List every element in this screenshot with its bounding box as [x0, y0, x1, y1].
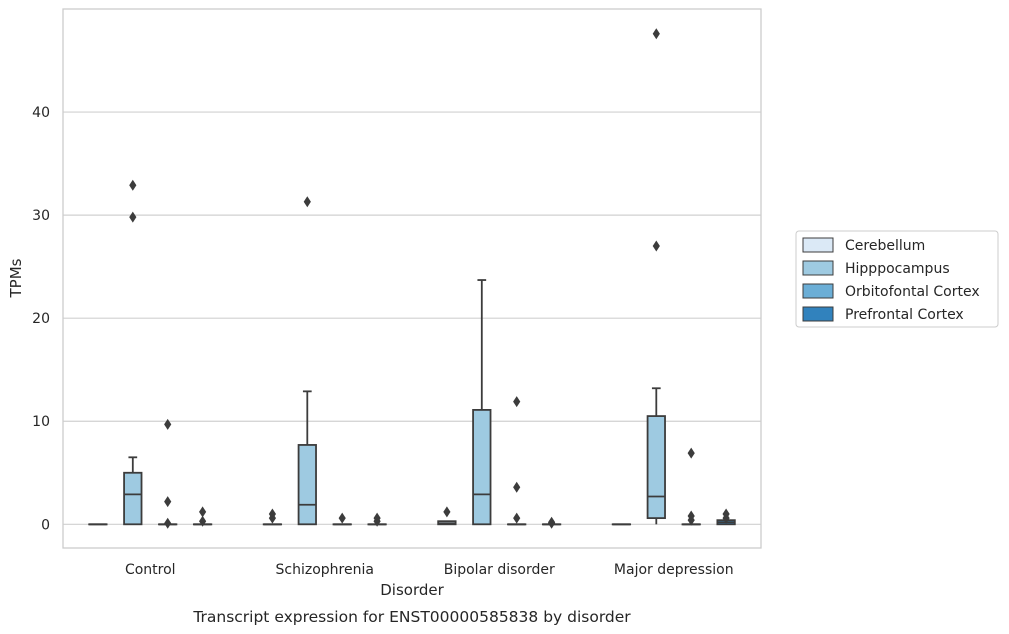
- outlier-point: [268, 508, 276, 520]
- outlier-point: [652, 28, 660, 40]
- y-tick-label: 30: [32, 208, 50, 224]
- outlier-point: [443, 506, 451, 518]
- outlier-point: [513, 396, 521, 408]
- legend: Cerebellum Hipppocampus Orbitofontal Corte…: [795, 230, 999, 328]
- outlier-point: [199, 506, 207, 518]
- legend-swatch: [802, 260, 834, 276]
- outlier-point: [129, 179, 137, 191]
- x-tick-label: Bipolar disorder: [444, 562, 555, 578]
- legend-swatch: [802, 306, 834, 322]
- y-tick-label: 20: [32, 311, 50, 327]
- box: [123, 471, 143, 526]
- outlier-point: [687, 510, 695, 522]
- x-tick-label: Control: [125, 562, 176, 578]
- box: [297, 444, 317, 526]
- y-tick-label: 40: [32, 105, 50, 121]
- outlier-point: [199, 515, 207, 527]
- box: [472, 409, 492, 526]
- outlier-point: [164, 496, 172, 508]
- x-tick-labels: Control Schizophrenia Bipolar disorder Majo…: [125, 562, 734, 578]
- y-tick-label: 10: [32, 414, 50, 430]
- legend-label: Orbitofontal Cortex: [845, 284, 980, 300]
- gridlines: [63, 111, 761, 525]
- legend-frame: [795, 230, 999, 328]
- outlier-point: [373, 512, 381, 524]
- box-series: [88, 28, 736, 529]
- y-tick-labels: 0 10 20 30 40: [32, 105, 50, 533]
- x-tick-label: Schizophrenia: [276, 562, 374, 578]
- y-tick-label: 0: [41, 517, 50, 533]
- outlier-point: [164, 418, 172, 430]
- outlier-point: [722, 508, 730, 520]
- chart-caption: Transcript expression for ENST0000058583…: [192, 608, 631, 626]
- outlier-point: [513, 512, 521, 524]
- outlier-point: [687, 447, 695, 459]
- outlier-point: [338, 512, 346, 524]
- legend-label: Hipppocampus: [845, 261, 950, 277]
- x-tick-label: Major depression: [614, 562, 734, 578]
- y-axis-label: TPMs: [7, 258, 25, 298]
- plot-frame: [62, 8, 762, 549]
- legend-label: Cerebellum: [845, 238, 925, 254]
- outlier-point: [513, 481, 521, 493]
- box: [646, 415, 666, 520]
- outlier-point: [303, 196, 311, 208]
- outlier-point: [548, 516, 556, 528]
- legend-swatch: [802, 237, 834, 253]
- legend-label: Prefrontal Cortex: [845, 307, 964, 323]
- x-axis-label: Disorder: [380, 581, 444, 599]
- outlier-point: [652, 240, 660, 252]
- outlier-point: [129, 211, 137, 223]
- outlier-point: [164, 517, 172, 529]
- legend-swatch: [802, 283, 834, 299]
- plot-area: [63, 9, 761, 548]
